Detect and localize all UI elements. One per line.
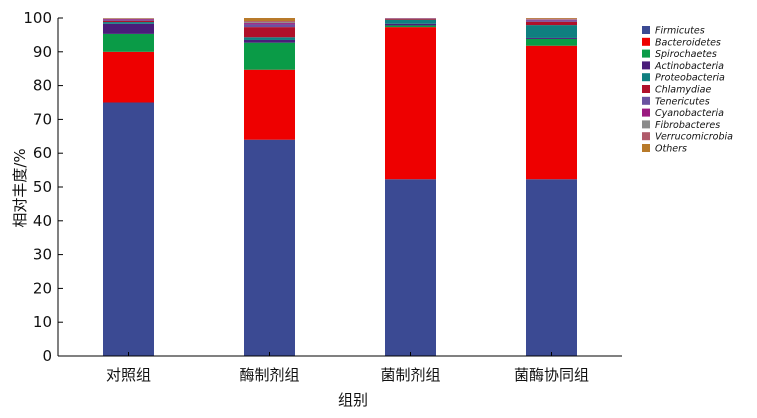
legend-swatch-firmicutes bbox=[642, 26, 650, 34]
bar-segment-firmicutes-2 bbox=[244, 139, 295, 356]
legend-swatch-bacteroidetes bbox=[642, 37, 650, 46]
bar-segment-cyanobacteria-1 bbox=[103, 19, 154, 20]
bar-segment-chlamydiae-2 bbox=[244, 27, 295, 38]
bar-segment-verrucomicrobia-4 bbox=[526, 18, 577, 20]
legend-label-proteobacteria: Proteobacteria bbox=[655, 73, 725, 84]
bar-segment-bacteroidetes-4 bbox=[526, 45, 577, 180]
bar-segment-actinobacteria-3 bbox=[385, 23, 436, 26]
bar-segment-actinobacteria-1 bbox=[103, 23, 154, 34]
legend-label-fibrobacteres: Fibrobacteres bbox=[655, 120, 720, 131]
bar-segment-bacteroidetes-1 bbox=[103, 51, 154, 103]
bar-segment-tenericutes-4 bbox=[526, 20, 577, 22]
bar-segment-proteobacteria-4 bbox=[526, 25, 577, 38]
bar-segment-actinobacteria-4 bbox=[526, 37, 577, 39]
bar-segment-bacteroidetes-2 bbox=[244, 69, 295, 140]
legend-swatch-verrucomicrobia bbox=[642, 132, 650, 141]
plot-area bbox=[103, 18, 577, 356]
y-axis-title: 相对丰度/% bbox=[11, 148, 29, 227]
legend-label-firmicutes: Firmicutes bbox=[655, 26, 705, 37]
y-tick-label-70: 70 bbox=[33, 110, 52, 128]
bar-segment-cyanobacteria-4 bbox=[526, 19, 577, 21]
bar-segment-firmicutes-1 bbox=[103, 102, 154, 356]
y-tick-label-50: 50 bbox=[33, 178, 52, 196]
bar-segment-chlamydiae-1 bbox=[103, 20, 154, 23]
legend-swatch-proteobacteria bbox=[642, 73, 650, 82]
bar-segment-chlamydiae-3 bbox=[385, 18, 436, 20]
bar-segment-firmicutes-4 bbox=[526, 179, 577, 356]
legend-label-actinobacteria: Actinobacteria bbox=[654, 61, 724, 72]
legend-swatch-fibrobacteres bbox=[642, 120, 650, 129]
bar-segment-proteobacteria-1 bbox=[103, 22, 154, 24]
bar-segment-others-2 bbox=[244, 18, 295, 22]
y-tick-label-80: 80 bbox=[33, 77, 52, 95]
bar-segment-tenericutes-1 bbox=[103, 19, 154, 21]
legend-swatch-spirochaetes bbox=[642, 49, 650, 58]
bar-segment-bacteroidetes-3 bbox=[385, 27, 436, 180]
bar-segment-chlamydiae-4 bbox=[526, 21, 577, 26]
y-tick-label-30: 30 bbox=[33, 246, 52, 264]
y-tick-label-40: 40 bbox=[33, 212, 52, 230]
legend-label-others: Others bbox=[655, 144, 687, 155]
x-tick-label-1: 对照组 bbox=[106, 366, 151, 384]
y-tick-label-60: 60 bbox=[33, 144, 52, 162]
legend-swatch-tenericutes bbox=[642, 96, 650, 105]
bar-segment-cyanobacteria-2 bbox=[244, 23, 295, 25]
bar-segment-proteobacteria-2 bbox=[244, 37, 295, 40]
x-tick-label-2: 酶制剂组 bbox=[239, 366, 299, 384]
axes: 对照组 酶制剂组 菌制剂组 菌酶协同组 0 10 20 30 40 50 60 70 80 90 100 bbox=[23, 9, 622, 384]
legend-label-bacteroidetes: Bacteroidetes bbox=[655, 37, 721, 48]
y-tick-label-100: 100 bbox=[23, 9, 52, 27]
x-tick-label-3: 菌制剂组 bbox=[380, 366, 440, 384]
legend-label-chlamydiae: Chlamydiae bbox=[655, 85, 711, 96]
y-tick-label-0: 0 bbox=[42, 347, 52, 365]
bar-segment-proteobacteria-3 bbox=[385, 19, 436, 24]
legend-label-spirochaetes: Spirochaetes bbox=[655, 49, 717, 60]
legend-label-tenericutes: Tenericutes bbox=[655, 96, 710, 107]
legend-swatch-cyanobacteria bbox=[642, 108, 650, 117]
legend-swatch-actinobacteria bbox=[642, 61, 650, 70]
bar-segment-fibrobacteres-2 bbox=[244, 22, 295, 24]
bar-segment-actinobacteria-2 bbox=[244, 39, 295, 43]
bar-segment-verrucomicrobia-2 bbox=[244, 21, 295, 23]
legend-swatch-chlamydiae bbox=[642, 85, 650, 93]
x-tick-label-4: 菌酶协同组 bbox=[514, 366, 589, 384]
y-tick-label-10: 10 bbox=[33, 313, 52, 331]
bar-segment-spirochaetes-1 bbox=[103, 33, 154, 52]
bar-segment-spirochaetes-4 bbox=[526, 38, 577, 46]
bar-segment-others-4 bbox=[526, 18, 577, 19]
legend-label-verrucomicrobia: Verrucomicrobia bbox=[655, 132, 733, 143]
bar-segment-firmicutes-3 bbox=[385, 179, 436, 356]
x-axis-title: 组别 bbox=[338, 391, 368, 409]
y-tick-label-20: 20 bbox=[33, 279, 52, 297]
legend-swatch-others bbox=[642, 144, 650, 152]
bar-segment-spirochaetes-2 bbox=[244, 42, 295, 70]
bar-segment-tenericutes-2 bbox=[244, 24, 295, 28]
bar-segment-spirochaetes-3 bbox=[385, 25, 436, 28]
legend-label-cyanobacteria: Cyanobacteria bbox=[655, 108, 724, 119]
y-tick-label-90: 90 bbox=[33, 43, 52, 61]
legend: FirmicutesBacteroidetesSpirochaetesActin… bbox=[642, 26, 733, 155]
